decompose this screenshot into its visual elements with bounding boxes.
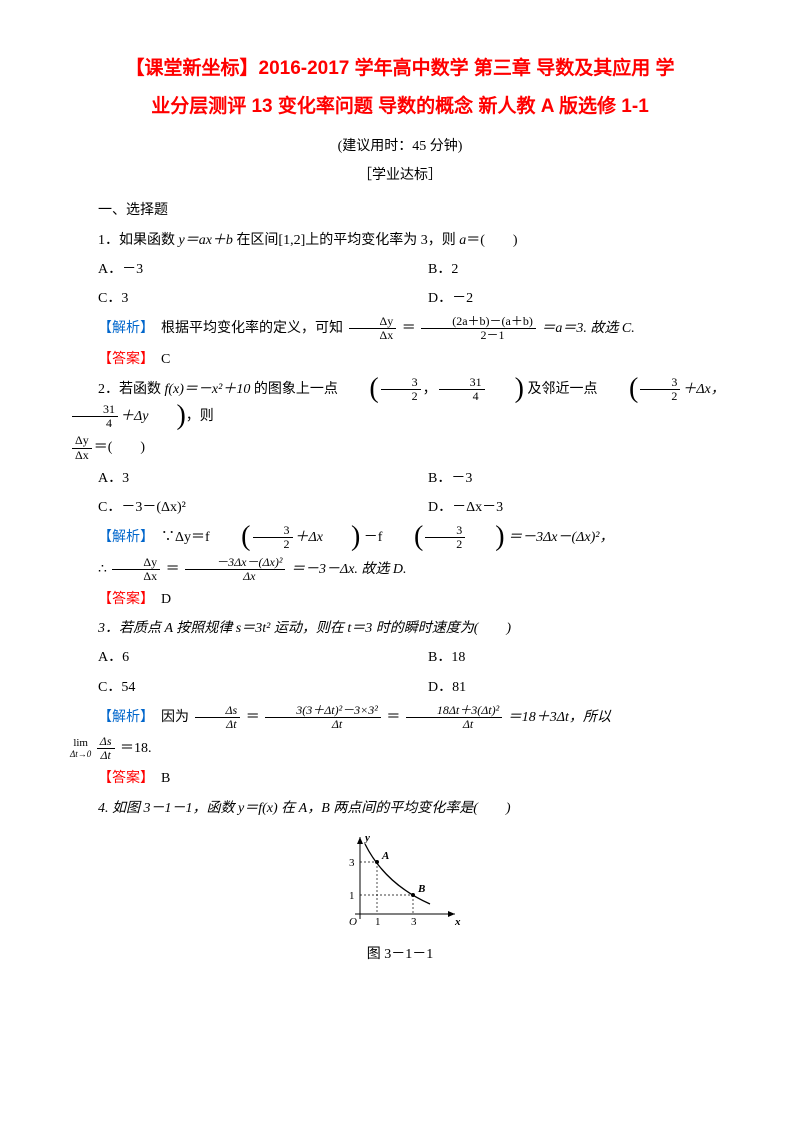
q2-opt-b: B．－3 [400,466,730,491]
svg-text:1: 1 [375,916,381,928]
graph-icon: 3 1 1 3 A B O x y [335,829,465,929]
q1-options-row2: C．3 D．－2 [70,286,730,311]
section-1-heading: 一、选择题 [70,198,730,223]
q1-opt-d: D．－2 [400,286,730,311]
title-line-2: 业分层测评 13 变化率问题 导数的概念 新人教 A 版选修 1-1 [151,96,649,117]
svg-text:A: A [381,850,389,862]
q3-analysis-2: lim Δt→0 ΔsΔt ＝18. [70,735,730,762]
svg-text:x: x [454,916,461,928]
q1-answer: 【答案】 C [70,347,730,372]
q4-stem: 4. 如图 3－1－1，函数 y＝f(x) 在 A，B 两点间的平均变化率是( … [70,796,730,821]
rparen-icon: ) [487,376,524,401]
limit-icon: lim Δt→0 [70,738,91,760]
q1-frac1: ΔyΔx [349,315,397,342]
q2-options-row1: A．3 B．－3 [70,466,730,491]
q3-options-row1: A．6 B．18 [70,645,730,670]
q1-opt-c: C．3 [70,286,400,311]
time-hint: (建议用时：45 分钟) [70,134,730,159]
q2-answer: 【答案】 D [70,587,730,612]
q3-opt-a: A．6 [70,645,400,670]
q3-options-row2: C．54 D．81 [70,675,730,700]
lparen-icon: ( [341,376,378,401]
title-line-1: 【课堂新坐标】2016-2017 学年高中数学 第三章 导数及其应用 学 [126,58,675,79]
q1-opt-a: A．－3 [70,257,400,282]
svg-text:1: 1 [349,890,355,902]
svg-text:O: O [349,916,357,928]
q3-analysis-1: 【解析】 因为 ΔsΔt ＝ 3(3＋Δt)²－3×3²Δt ＝ 18Δt＋3(… [70,704,730,731]
q2-opt-d: D．－Δx－3 [400,495,730,520]
q3-stem: 3．若质点 A 按照规律 s＝3t² 运动，则在 t＝3 时的瞬时速度为( ) [70,616,730,641]
q2-stem-line2: ΔyΔx＝( ) [70,434,730,461]
section-tag: ［学业达标］ [70,163,730,188]
q1-fn: y＝ax＋b [179,233,233,248]
q1-analysis: 【解析】 根据平均变化率的定义，可知 ΔyΔx ＝ (2a＋b)－(a＋b)2－… [70,315,730,342]
q2-stem: 2．若函数 f(x)＝－x²＋10 的图象上一点 (32，314) 及邻近一点 … [70,376,730,431]
svg-text:3: 3 [349,857,355,869]
q2-opt-c: C．－3－(Δx)² [70,495,400,520]
q2-opt-a: A．3 [70,466,400,491]
q3-opt-b: B．18 [400,645,730,670]
q4-caption: 图 3－1－1 [70,942,730,967]
svg-text:B: B [417,883,425,895]
q3-opt-d: D．81 [400,675,730,700]
q1-opt-b: B．2 [400,257,730,282]
answer-label: 【答案】 [98,352,147,367]
q4-figure: 3 1 1 3 A B O x y [70,829,730,938]
q1-stem: 1．如果函数 y＝ax＋b 在区间[1,2]上的平均变化率为 3，则 a＝( ) [70,228,730,253]
q3-answer: 【答案】 B [70,766,730,791]
q3-opt-c: C．54 [70,675,400,700]
doc-title: 【课堂新坐标】2016-2017 学年高中数学 第三章 导数及其应用 学 业分层… [70,50,730,126]
q2-analysis-2: ∴ ΔyΔx ＝ －3Δx－(Δx)²Δx ＝－3－Δx. 故选 D. [70,556,730,583]
analysis-label: 【解析】 [98,321,147,336]
q2-analysis-1: 【解析】 ∵Δy＝f (32＋Δx) －f (32) ＝－3Δx－(Δx)²， [70,524,730,551]
q1-options-row1: A．－3 B．2 [70,257,730,282]
svg-text:y: y [363,832,370,844]
q2-options-row2: C．－3－(Δx)² D．－Δx－3 [70,495,730,520]
svg-text:3: 3 [411,916,417,928]
q1-frac2: (2a＋b)－(a＋b)2－1 [421,315,536,342]
